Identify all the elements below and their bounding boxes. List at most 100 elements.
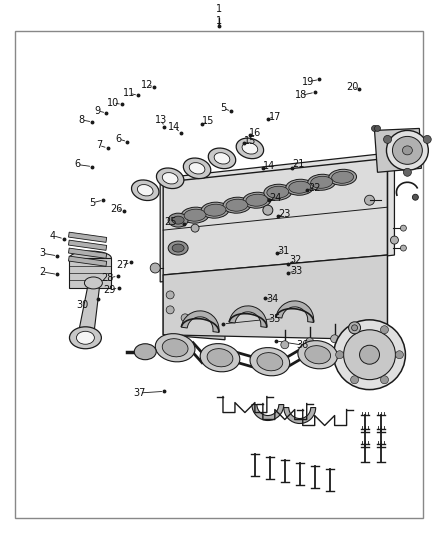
Text: 28: 28: [102, 273, 114, 283]
Text: 34: 34: [266, 294, 279, 304]
Text: 36: 36: [297, 340, 309, 350]
Ellipse shape: [386, 131, 428, 171]
Ellipse shape: [267, 186, 289, 198]
Text: 26: 26: [110, 204, 123, 214]
Text: 3: 3: [39, 248, 45, 258]
Ellipse shape: [308, 174, 336, 190]
Bar: [68, 256, 107, 266]
Circle shape: [331, 335, 339, 343]
Circle shape: [396, 351, 403, 359]
Text: 24: 24: [269, 193, 282, 204]
Ellipse shape: [172, 244, 184, 252]
Circle shape: [423, 135, 431, 143]
Polygon shape: [163, 275, 225, 340]
Text: 15: 15: [202, 116, 214, 126]
Ellipse shape: [257, 353, 283, 371]
Ellipse shape: [155, 334, 195, 362]
Text: 25: 25: [165, 217, 177, 228]
Text: 20: 20: [346, 82, 358, 92]
Polygon shape: [78, 288, 99, 338]
Ellipse shape: [360, 345, 379, 364]
Text: 11: 11: [124, 88, 136, 98]
Ellipse shape: [242, 143, 258, 154]
Ellipse shape: [201, 202, 229, 218]
Circle shape: [384, 135, 392, 143]
Ellipse shape: [138, 184, 153, 196]
Ellipse shape: [181, 207, 209, 223]
Circle shape: [166, 306, 174, 314]
Text: 23: 23: [278, 209, 291, 220]
Bar: [68, 248, 107, 259]
Ellipse shape: [214, 152, 230, 164]
Circle shape: [306, 338, 314, 346]
Ellipse shape: [184, 158, 211, 179]
Text: 37: 37: [133, 388, 146, 398]
Polygon shape: [374, 128, 421, 172]
Text: 2: 2: [39, 267, 45, 277]
Text: 27: 27: [116, 261, 128, 270]
Circle shape: [381, 326, 389, 334]
Text: 4: 4: [50, 231, 56, 241]
Ellipse shape: [204, 204, 226, 216]
Text: 1: 1: [216, 4, 222, 14]
Wedge shape: [181, 311, 219, 333]
Text: 18: 18: [295, 91, 307, 100]
Ellipse shape: [207, 349, 233, 367]
Ellipse shape: [286, 179, 314, 195]
Ellipse shape: [70, 251, 111, 265]
Circle shape: [400, 225, 406, 231]
Ellipse shape: [226, 199, 248, 211]
Text: 19: 19: [302, 77, 314, 86]
Circle shape: [371, 125, 378, 132]
Ellipse shape: [200, 344, 240, 372]
Text: 14: 14: [263, 160, 276, 171]
Ellipse shape: [246, 194, 268, 206]
Text: 14: 14: [168, 122, 180, 132]
Ellipse shape: [392, 136, 422, 164]
Ellipse shape: [156, 168, 184, 189]
Circle shape: [400, 245, 406, 251]
Circle shape: [150, 263, 160, 273]
Text: 17: 17: [268, 112, 281, 122]
Ellipse shape: [334, 320, 406, 390]
Circle shape: [390, 236, 399, 244]
Bar: [68, 232, 107, 243]
Text: 10: 10: [107, 98, 120, 108]
Text: 15: 15: [244, 135, 257, 146]
Ellipse shape: [168, 241, 188, 255]
Circle shape: [356, 332, 364, 340]
Ellipse shape: [70, 327, 101, 349]
Ellipse shape: [168, 213, 188, 227]
Wedge shape: [276, 301, 314, 322]
Text: 13: 13: [155, 115, 167, 125]
Circle shape: [181, 314, 189, 322]
Text: 1: 1: [216, 16, 222, 26]
Ellipse shape: [172, 216, 184, 224]
Ellipse shape: [208, 148, 236, 168]
Text: 6: 6: [116, 134, 122, 144]
Ellipse shape: [250, 348, 290, 376]
Circle shape: [263, 205, 273, 215]
Bar: [68, 240, 107, 251]
Ellipse shape: [264, 184, 292, 200]
Ellipse shape: [134, 344, 156, 360]
Circle shape: [413, 194, 418, 200]
Ellipse shape: [403, 146, 413, 155]
Circle shape: [350, 376, 359, 384]
Ellipse shape: [131, 180, 159, 200]
Text: 8: 8: [78, 115, 85, 125]
Ellipse shape: [332, 171, 353, 183]
Ellipse shape: [328, 169, 357, 185]
Circle shape: [191, 224, 199, 232]
Text: 30: 30: [77, 300, 89, 310]
Text: 35: 35: [268, 313, 281, 324]
Wedge shape: [284, 408, 316, 424]
Ellipse shape: [162, 173, 178, 184]
Circle shape: [349, 322, 360, 334]
Text: 9: 9: [95, 106, 101, 116]
Ellipse shape: [162, 338, 188, 357]
Ellipse shape: [311, 176, 332, 188]
Ellipse shape: [189, 163, 205, 174]
Text: 12: 12: [141, 80, 153, 90]
Circle shape: [281, 341, 289, 349]
